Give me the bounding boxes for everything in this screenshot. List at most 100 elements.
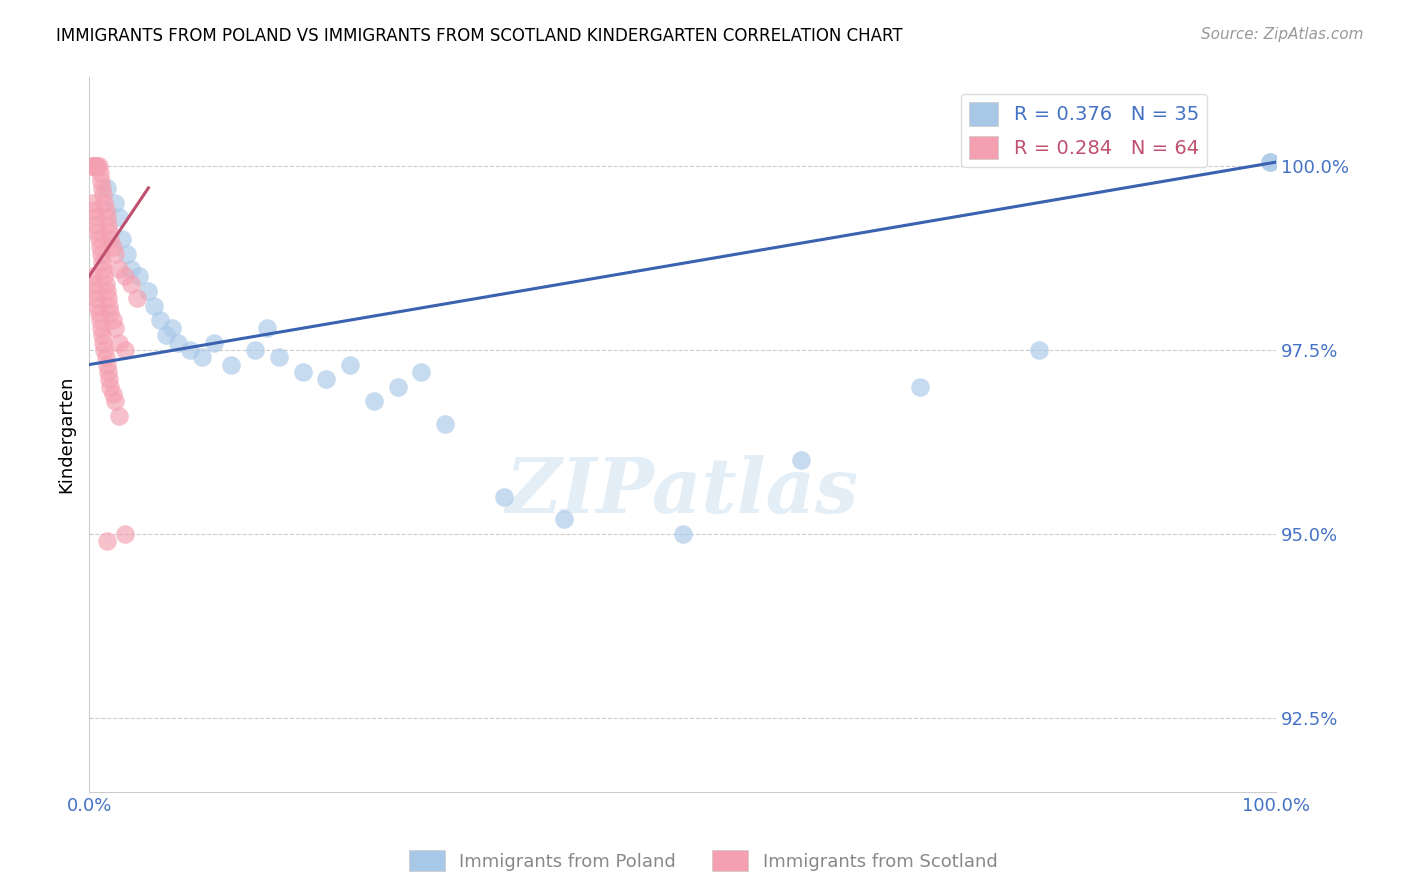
Point xyxy=(315,372,337,386)
Point xyxy=(96,181,118,195)
Point xyxy=(179,343,201,357)
Point xyxy=(82,269,104,284)
Point xyxy=(80,159,103,173)
Point xyxy=(143,299,166,313)
Point xyxy=(91,328,114,343)
Text: Source: ZipAtlas.com: Source: ZipAtlas.com xyxy=(1201,27,1364,42)
Point xyxy=(155,328,177,343)
Point xyxy=(84,211,107,225)
Point xyxy=(494,490,516,504)
Point xyxy=(84,291,107,305)
Point xyxy=(100,232,122,246)
Point xyxy=(149,313,172,327)
Point xyxy=(96,284,118,298)
Point xyxy=(96,534,118,549)
Point xyxy=(671,527,693,541)
Point xyxy=(97,291,120,305)
Point xyxy=(97,218,120,232)
Point xyxy=(90,247,112,261)
Point xyxy=(83,277,105,291)
Point xyxy=(256,320,278,334)
Point xyxy=(86,225,108,239)
Point xyxy=(97,365,120,379)
Point xyxy=(114,343,136,357)
Point xyxy=(120,261,142,276)
Point xyxy=(790,453,813,467)
Point xyxy=(90,173,112,187)
Point xyxy=(86,299,108,313)
Point xyxy=(91,254,114,268)
Point xyxy=(84,284,107,298)
Point xyxy=(84,218,107,232)
Point xyxy=(125,291,148,305)
Point xyxy=(82,195,104,210)
Point xyxy=(84,159,107,173)
Point xyxy=(83,202,105,217)
Point xyxy=(114,527,136,541)
Point xyxy=(245,343,267,357)
Point xyxy=(98,299,121,313)
Point xyxy=(411,365,433,379)
Point xyxy=(221,358,243,372)
Point xyxy=(1258,155,1281,169)
Point xyxy=(104,320,127,334)
Point xyxy=(120,277,142,291)
Point xyxy=(91,335,114,350)
Point xyxy=(107,335,129,350)
Point xyxy=(84,159,107,173)
Point xyxy=(90,320,112,334)
Point xyxy=(908,380,931,394)
Point xyxy=(104,247,127,261)
Point xyxy=(104,394,127,409)
Point xyxy=(83,159,105,173)
Point xyxy=(91,188,114,202)
Point xyxy=(339,358,361,372)
Point xyxy=(167,335,190,350)
Point xyxy=(101,240,124,254)
Point xyxy=(93,343,115,357)
Legend: Immigrants from Poland, Immigrants from Scotland: Immigrants from Poland, Immigrants from … xyxy=(402,843,1004,879)
Point xyxy=(94,277,117,291)
Point xyxy=(434,417,457,431)
Point xyxy=(138,284,160,298)
Point xyxy=(100,306,122,320)
Point xyxy=(93,269,115,284)
Point xyxy=(363,394,385,409)
Point xyxy=(101,387,124,401)
Point xyxy=(114,269,136,284)
Point xyxy=(160,320,183,334)
Point xyxy=(291,365,314,379)
Point xyxy=(89,313,111,327)
Text: IMMIGRANTS FROM POLAND VS IMMIGRANTS FROM SCOTLAND KINDERGARTEN CORRELATION CHAR: IMMIGRANTS FROM POLAND VS IMMIGRANTS FRO… xyxy=(56,27,903,45)
Text: ZIPatlas: ZIPatlas xyxy=(506,455,859,529)
Point xyxy=(387,380,409,394)
Point xyxy=(267,351,290,365)
Point xyxy=(1258,155,1281,169)
Point xyxy=(107,211,129,225)
Point xyxy=(96,358,118,372)
Point xyxy=(96,211,118,225)
Point xyxy=(115,247,138,261)
Point xyxy=(89,166,111,180)
Y-axis label: Kindergarten: Kindergarten xyxy=(58,376,75,493)
Point xyxy=(82,159,104,173)
Point xyxy=(107,261,129,276)
Point xyxy=(91,181,114,195)
Point xyxy=(101,313,124,327)
Point xyxy=(111,232,134,246)
Point xyxy=(1028,343,1050,357)
Point xyxy=(98,372,121,386)
Point xyxy=(86,159,108,173)
Point xyxy=(94,351,117,365)
Point xyxy=(104,195,127,210)
Point xyxy=(94,202,117,217)
Point xyxy=(553,512,575,526)
Point xyxy=(91,261,114,276)
Point xyxy=(128,269,150,284)
Legend: R = 0.376   N = 35, R = 0.284   N = 64: R = 0.376 N = 35, R = 0.284 N = 64 xyxy=(962,95,1206,167)
Point xyxy=(98,225,121,239)
Point xyxy=(87,232,110,246)
Point xyxy=(87,306,110,320)
Point xyxy=(191,351,214,365)
Point xyxy=(100,380,122,394)
